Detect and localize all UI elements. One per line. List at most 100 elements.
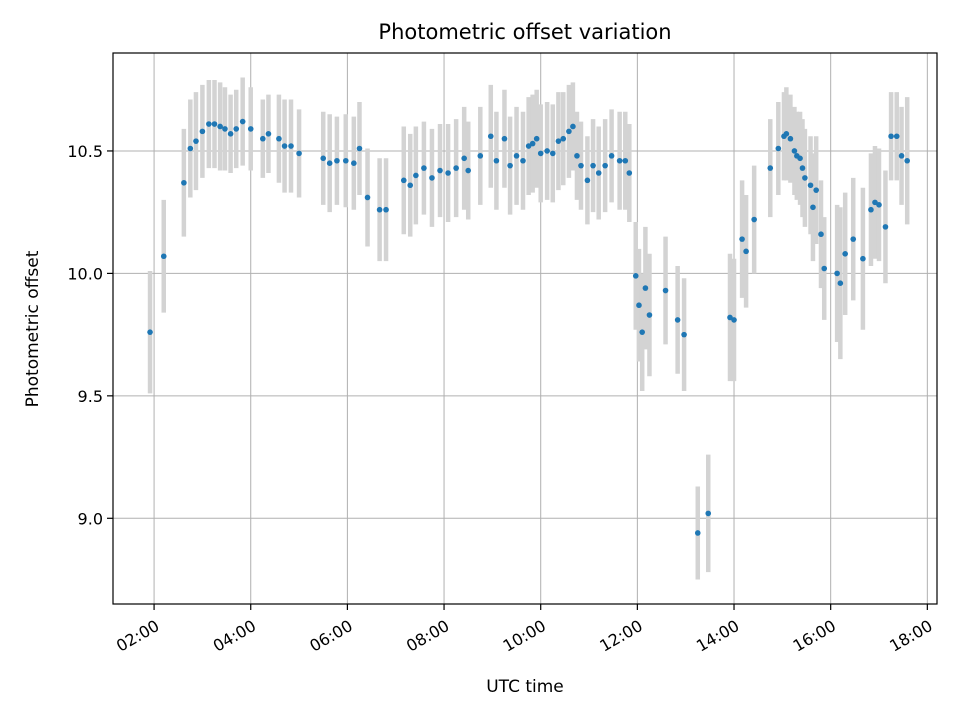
- data-point: [181, 179, 187, 186]
- data-point: [799, 165, 806, 171]
- plot-frame: [112, 52, 938, 605]
- data-point: [818, 231, 824, 238]
- data-point: [199, 128, 206, 135]
- data-point: [260, 135, 266, 142]
- data-point: [477, 153, 484, 159]
- data-point: [193, 138, 199, 144]
- chart-title: Photometric offset variation: [378, 20, 671, 44]
- data-point: [739, 236, 745, 242]
- data-point: [461, 155, 467, 162]
- data-point: [525, 143, 532, 149]
- y-tick-label: 10.0: [67, 264, 103, 283]
- data-point: [646, 312, 653, 318]
- data-point: [626, 170, 633, 176]
- data-point: [429, 175, 435, 181]
- data-point: [288, 143, 294, 149]
- data-point: [616, 157, 623, 164]
- y-tick-label: 9.5: [78, 387, 103, 406]
- data-point: [276, 135, 282, 142]
- data-point: [876, 202, 882, 208]
- data-point: [574, 153, 580, 159]
- data-point: [868, 206, 874, 213]
- data-point: [147, 329, 153, 335]
- data-point: [493, 157, 500, 164]
- data-point: [342, 157, 349, 164]
- data-point: [642, 285, 649, 291]
- data-point: [555, 138, 562, 144]
- y-axis-label: Photometric offset: [23, 250, 43, 407]
- data-point: [187, 145, 194, 152]
- data-point: [507, 162, 513, 169]
- x-axis-label: UTC time: [486, 677, 564, 697]
- data-points: [147, 118, 910, 536]
- data-point: [281, 143, 288, 149]
- data-point: [775, 145, 782, 152]
- data-point: [797, 155, 803, 162]
- data-point: [813, 187, 819, 193]
- data-point: [351, 160, 357, 166]
- data-point: [882, 224, 889, 230]
- data-point: [544, 148, 550, 154]
- data-point: [356, 145, 363, 152]
- data-point: [681, 331, 687, 338]
- data-point: [595, 170, 602, 176]
- data-point: [465, 167, 472, 174]
- y-axis-ticks: 9.0 9.5 10.0 10.5: [67, 142, 113, 528]
- data-point: [802, 175, 808, 181]
- data-point: [694, 530, 701, 536]
- data-point: [727, 314, 733, 321]
- data-point: [407, 182, 414, 189]
- data-point: [533, 135, 540, 142]
- data-point: [206, 121, 212, 127]
- data-point: [705, 510, 712, 517]
- data-point: [376, 206, 383, 213]
- data-point: [217, 123, 223, 130]
- data-point: [807, 182, 814, 189]
- data-point: [570, 123, 576, 130]
- data-point: [888, 133, 894, 140]
- data-point: [787, 135, 794, 142]
- y-tick-label: 10.5: [67, 142, 103, 161]
- data-point: [296, 150, 302, 157]
- data-point: [743, 248, 749, 255]
- data-point: [529, 140, 536, 147]
- data-point: [636, 302, 642, 309]
- data-point: [383, 206, 389, 213]
- data-point: [810, 204, 816, 211]
- data-point: [860, 255, 866, 262]
- data-point: [834, 270, 840, 277]
- data-point: [837, 280, 844, 286]
- data-point: [222, 126, 228, 132]
- data-point: [622, 157, 629, 164]
- data-point: [751, 216, 757, 223]
- data-point: [537, 150, 544, 157]
- data-point: [513, 153, 520, 159]
- data-point: [632, 273, 639, 279]
- data-point: [453, 165, 459, 171]
- data-point: [850, 236, 857, 242]
- data-point: [602, 162, 608, 169]
- data-point: [608, 153, 615, 159]
- data-point: [578, 162, 584, 169]
- data-point: [400, 177, 407, 184]
- y-tick-label: 9.0: [78, 509, 103, 528]
- data-point: [437, 167, 443, 174]
- data-point: [520, 157, 526, 164]
- data-point: [445, 170, 451, 176]
- data-point: [898, 153, 905, 159]
- data-point: [160, 253, 167, 260]
- data-point: [821, 265, 828, 272]
- data-point: [413, 172, 419, 179]
- data-point: [421, 165, 427, 171]
- data-point: [566, 128, 572, 135]
- data-point: [904, 157, 910, 164]
- data-point: [487, 133, 494, 140]
- data-point: [233, 126, 240, 132]
- data-point: [674, 317, 681, 323]
- data-point: [842, 251, 848, 257]
- data-point: [501, 135, 508, 142]
- data-point: [549, 150, 556, 157]
- data-point: [590, 162, 596, 169]
- data-point: [326, 160, 333, 166]
- data-point: [320, 155, 327, 162]
